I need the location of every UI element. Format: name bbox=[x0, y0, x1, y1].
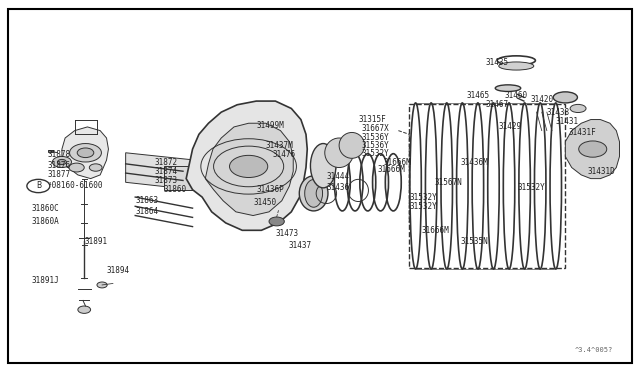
Circle shape bbox=[90, 164, 102, 171]
Text: 31860A: 31860A bbox=[32, 217, 60, 225]
Ellipse shape bbox=[305, 180, 323, 207]
Text: 31536Y: 31536Y bbox=[362, 141, 389, 150]
Polygon shape bbox=[565, 119, 620, 179]
Text: 31437: 31437 bbox=[288, 241, 311, 250]
Text: 31666M: 31666M bbox=[422, 226, 450, 235]
Circle shape bbox=[52, 157, 72, 167]
Ellipse shape bbox=[324, 138, 353, 167]
Text: 31444: 31444 bbox=[326, 172, 349, 181]
Circle shape bbox=[230, 155, 268, 177]
Circle shape bbox=[269, 217, 284, 226]
Text: 31465: 31465 bbox=[467, 91, 490, 100]
Ellipse shape bbox=[499, 62, 534, 70]
FancyBboxPatch shape bbox=[8, 9, 632, 363]
Circle shape bbox=[78, 306, 91, 313]
Text: 31860C: 31860C bbox=[32, 203, 60, 213]
Text: 31860: 31860 bbox=[164, 185, 187, 194]
Circle shape bbox=[97, 282, 107, 288]
Text: 31667X: 31667X bbox=[362, 124, 389, 133]
Text: 31532Y: 31532Y bbox=[409, 202, 437, 211]
Ellipse shape bbox=[553, 92, 577, 103]
Text: 31476: 31476 bbox=[272, 150, 295, 159]
Text: 31877: 31877 bbox=[47, 170, 70, 179]
Ellipse shape bbox=[495, 85, 521, 92]
Text: 31420: 31420 bbox=[531, 95, 554, 104]
Text: 31431F: 31431F bbox=[568, 128, 596, 137]
Text: 31666M: 31666M bbox=[378, 165, 405, 174]
Text: 31535N: 31535N bbox=[460, 237, 488, 246]
Text: 31863: 31863 bbox=[135, 196, 158, 205]
Text: 31872: 31872 bbox=[154, 157, 177, 167]
Text: 31436M: 31436M bbox=[460, 157, 488, 167]
Text: 31873: 31873 bbox=[154, 176, 177, 185]
Text: 31436: 31436 bbox=[326, 183, 349, 192]
Text: 31450: 31450 bbox=[253, 198, 276, 207]
Text: 31864: 31864 bbox=[135, 207, 158, 217]
Polygon shape bbox=[62, 127, 108, 179]
Text: 31567N: 31567N bbox=[435, 178, 463, 187]
Text: 31436P: 31436P bbox=[256, 185, 284, 194]
Bar bbox=[164, 166, 199, 190]
Text: 31874: 31874 bbox=[154, 167, 177, 176]
Ellipse shape bbox=[300, 176, 328, 211]
Polygon shape bbox=[125, 153, 196, 190]
Text: ¹08160-61600: ¹08160-61600 bbox=[47, 182, 103, 190]
Text: 31473: 31473 bbox=[275, 230, 298, 238]
Text: ^3.4^005?: ^3.4^005? bbox=[575, 347, 613, 353]
Text: 31536Y: 31536Y bbox=[362, 133, 389, 142]
Text: 31429: 31429 bbox=[499, 122, 522, 131]
Text: 31315F: 31315F bbox=[358, 115, 386, 124]
Circle shape bbox=[58, 160, 67, 164]
Polygon shape bbox=[186, 101, 307, 230]
Text: 31437M: 31437M bbox=[266, 141, 294, 150]
Text: 31438: 31438 bbox=[546, 108, 570, 117]
Text: 31891: 31891 bbox=[84, 237, 108, 246]
Circle shape bbox=[77, 148, 94, 158]
Text: 31876: 31876 bbox=[47, 161, 70, 170]
Text: B: B bbox=[36, 182, 41, 190]
Text: 31532Y: 31532Y bbox=[362, 149, 389, 158]
Text: 31431D: 31431D bbox=[588, 167, 616, 176]
Ellipse shape bbox=[339, 132, 365, 158]
Circle shape bbox=[579, 141, 607, 157]
Text: 31435: 31435 bbox=[486, 58, 509, 67]
Text: 31499M: 31499M bbox=[256, 121, 284, 129]
Ellipse shape bbox=[310, 144, 336, 188]
Text: 31666M: 31666M bbox=[384, 157, 412, 167]
Bar bbox=[48, 150, 53, 153]
Text: 31894: 31894 bbox=[106, 266, 130, 275]
Text: 31467: 31467 bbox=[486, 100, 509, 109]
Ellipse shape bbox=[570, 105, 586, 112]
Circle shape bbox=[69, 163, 84, 172]
Text: 31891J: 31891J bbox=[32, 276, 60, 285]
Text: 31878: 31878 bbox=[47, 150, 70, 159]
Text: 31431: 31431 bbox=[556, 117, 579, 126]
Polygon shape bbox=[205, 123, 293, 215]
Text: 31460: 31460 bbox=[505, 91, 528, 100]
Bar bbox=[409, 104, 565, 268]
Circle shape bbox=[70, 144, 101, 162]
Text: 31532Y: 31532Y bbox=[409, 193, 437, 202]
Text: 31532Y: 31532Y bbox=[518, 183, 545, 192]
